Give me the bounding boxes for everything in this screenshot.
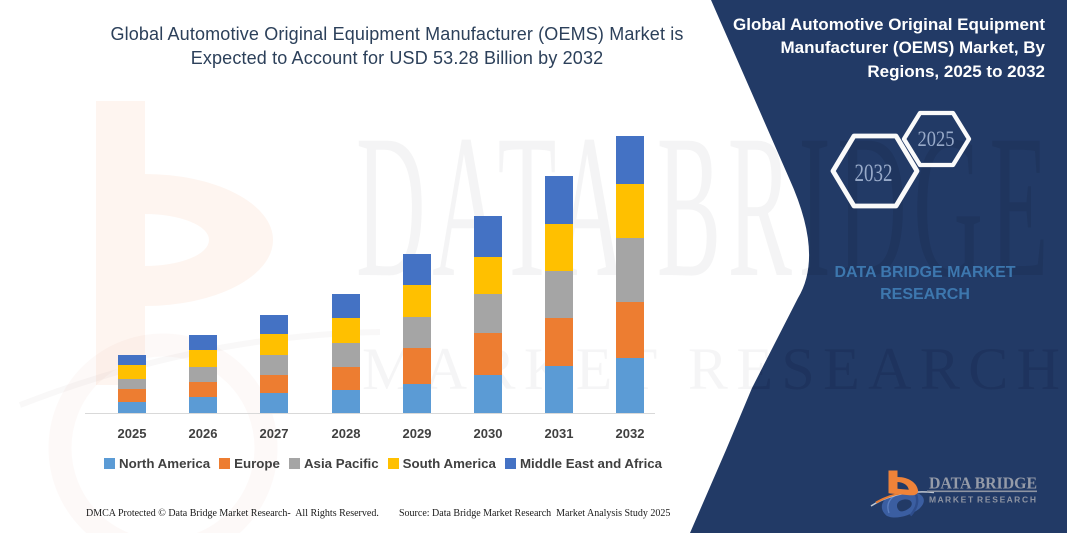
- svg-text:2032: 2032: [855, 160, 893, 187]
- svg-text:DATA BRIDGE: DATA BRIDGE: [929, 474, 1037, 493]
- svg-text:2025: 2025: [918, 126, 955, 151]
- svg-text:DATA BRIDGE: DATA BRIDGE: [356, 92, 1055, 320]
- svg-text:M A R K E T R E S E A R C H: M A R K E T R E S E A R C H: [929, 495, 1036, 505]
